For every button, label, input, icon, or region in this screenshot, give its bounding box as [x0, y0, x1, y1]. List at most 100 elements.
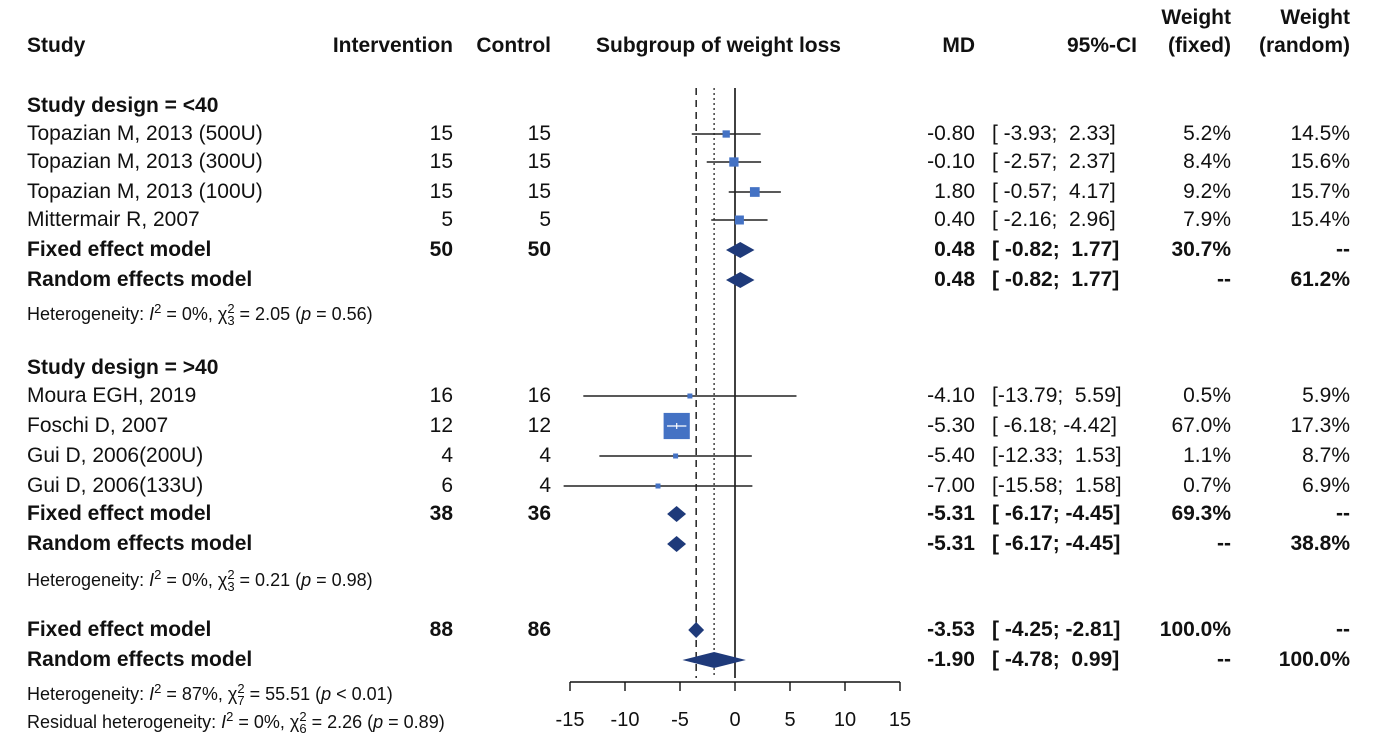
weight-fixed-value: -- — [1217, 532, 1231, 555]
control-n: 4 — [539, 444, 551, 467]
intervention-n: 15 — [429, 150, 453, 173]
x-tick-label: -10 — [611, 709, 640, 731]
intervention-n: 5 — [441, 208, 453, 231]
het-chi-exponent: 2 — [227, 301, 235, 317]
ci-value: [ -6.17; -4.45] — [992, 532, 1121, 555]
intervention-n: 12 — [429, 414, 453, 437]
weight-random-value: 15.6% — [1290, 150, 1350, 173]
control-n: 4 — [539, 474, 551, 497]
het-p-value: = 0.56) — [311, 304, 373, 324]
model-label: Random effects model — [27, 648, 253, 671]
het-chi-symbol: χ — [289, 712, 300, 732]
ci-value: [-13.79; 5.59] — [992, 384, 1122, 407]
control-n: 5 — [539, 208, 551, 231]
het-i2-exponent: 2 — [154, 567, 162, 582]
weight-fixed-value: 100.0% — [1159, 618, 1231, 641]
weight-random-value: 38.8% — [1290, 532, 1350, 555]
header-weight-fixed-1: Weight — [1161, 6, 1231, 29]
header-md: MD — [942, 34, 975, 57]
ci-value: [ -6.18; -4.42] — [992, 414, 1117, 437]
study-label: Moura EGH, 2019 — [27, 384, 197, 407]
het-chi-value: = 0.21 ( — [234, 570, 302, 590]
md-value: -0.80 — [927, 122, 975, 145]
het-chi-symbol: χ — [217, 304, 228, 324]
header-weight-random-2: (random) — [1259, 34, 1350, 57]
weight-fixed-value: 7.9% — [1183, 208, 1231, 231]
intervention-n: 88 — [429, 618, 453, 641]
md-value: -0.10 — [927, 150, 975, 173]
study-label: Topazian M, 2013 (300U) — [27, 150, 263, 173]
ci-value: [-12.33; 1.53] — [992, 444, 1122, 467]
x-tick-label: -15 — [556, 709, 585, 731]
ci-value: [ -2.16; 2.96] — [992, 208, 1116, 231]
het-chi-exponent: 2 — [227, 567, 235, 583]
md-value: -5.30 — [927, 414, 975, 437]
het-i2-value: = 0%, — [161, 570, 218, 590]
weight-fixed-value: 9.2% — [1183, 180, 1231, 203]
het-chi-df: 6 — [299, 721, 307, 737]
het-chi-df: 3 — [227, 313, 235, 329]
md-value: -4.10 — [927, 384, 975, 407]
weight-fixed-value: 0.7% — [1183, 474, 1231, 497]
ci-value: [ -0.57; 4.17] — [992, 180, 1116, 203]
x-tick-label: 15 — [889, 709, 911, 731]
x-tick-label: 5 — [784, 709, 795, 731]
het-i2-exponent: 2 — [154, 301, 162, 316]
ci-value: [ -3.93; 2.33] — [992, 122, 1116, 145]
ci-value: [-15.58; 1.58] — [992, 474, 1122, 497]
weight-random-value: 17.3% — [1290, 414, 1350, 437]
control-n: 12 — [527, 414, 551, 437]
study-square — [734, 215, 744, 225]
intervention-n: 4 — [441, 444, 453, 467]
weight-random-value: 100.0% — [1278, 648, 1350, 671]
weight-random-value: 15.7% — [1290, 180, 1350, 203]
het-chi-symbol: χ — [217, 570, 228, 590]
group-label: Study design = <40 — [27, 94, 219, 117]
study-label: Foschi D, 2007 — [27, 414, 169, 437]
md-value: -7.00 — [927, 474, 975, 497]
header-control: Control — [476, 34, 551, 57]
het-p-symbol: p — [321, 684, 332, 704]
het-p-value: = 0.89) — [383, 712, 445, 732]
het-p-symbol: p — [301, 304, 312, 324]
model-label: Fixed effect model — [27, 238, 212, 261]
het-i2-symbol: I — [149, 570, 155, 590]
het-label: Heterogeneity: — [27, 570, 150, 590]
model-label: Fixed effect model — [27, 618, 212, 641]
het-chi-df: 3 — [227, 579, 235, 595]
summary-diamond — [725, 272, 755, 288]
control-n: 15 — [527, 122, 551, 145]
weight-random-value: 5.9% — [1302, 384, 1350, 407]
het-chi-df: 7 — [237, 693, 245, 709]
x-tick-label: 0 — [729, 709, 740, 731]
intervention-n: 38 — [429, 502, 453, 525]
het-label: Residual heterogeneity: — [27, 712, 222, 732]
weight-fixed-value: -- — [1217, 268, 1231, 291]
weight-fixed-value: 69.3% — [1171, 502, 1231, 525]
study-square — [729, 157, 739, 167]
intervention-n: 15 — [429, 180, 453, 203]
weight-fixed-value: 1.1% — [1183, 444, 1231, 467]
study-label: Topazian M, 2013 (100U) — [27, 180, 263, 203]
header-intervention: Intervention — [332, 34, 453, 57]
study-label: Gui D, 2006(133U) — [27, 474, 204, 497]
het-i2-value: = 0%, — [161, 304, 218, 324]
intervention-n: 6 — [441, 474, 453, 497]
ci-value: [ -2.57; 2.37] — [992, 150, 1116, 173]
weight-random-value: -- — [1336, 618, 1350, 641]
summary-diamond — [667, 506, 687, 522]
header-weight-fixed-2: (fixed) — [1168, 34, 1231, 57]
weight-fixed-value: 5.2% — [1183, 122, 1231, 145]
weight-random-value: 14.5% — [1290, 122, 1350, 145]
header-weight-random-1: Weight — [1280, 6, 1350, 29]
weight-fixed-value: -- — [1217, 648, 1231, 671]
study-label: Mittermair R, 2007 — [27, 208, 200, 231]
study-square — [722, 130, 730, 138]
het-chi-value: = 2.05 ( — [234, 304, 302, 324]
